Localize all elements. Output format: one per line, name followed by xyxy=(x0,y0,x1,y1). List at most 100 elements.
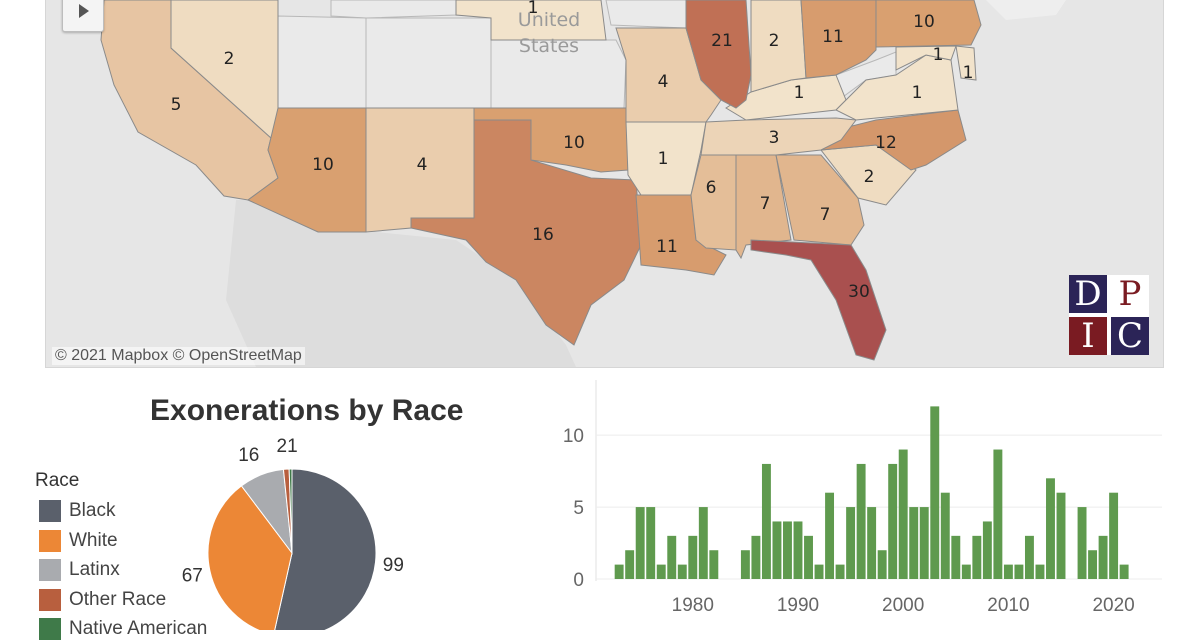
histogram-bar[interactable] xyxy=(1046,478,1055,579)
histogram-bar[interactable] xyxy=(814,564,824,579)
histogram-bar[interactable] xyxy=(972,535,982,579)
state-empty[interactable] xyxy=(330,0,457,19)
state-value-label: 1 xyxy=(933,45,944,65)
state-maryland[interactable] xyxy=(895,45,957,71)
legend-title: Race xyxy=(35,470,80,491)
state-mississippi[interactable] xyxy=(690,154,737,251)
state-washington[interactable] xyxy=(455,0,607,41)
histogram-bar[interactable] xyxy=(1035,564,1045,579)
histogram-bar[interactable] xyxy=(761,463,771,579)
pie-slice-white[interactable] xyxy=(207,485,293,630)
state-pennsylvania[interactable] xyxy=(875,0,982,48)
pie-data-label: 21 xyxy=(277,436,298,457)
histogram-bar[interactable] xyxy=(877,550,887,579)
x-tick-label: 1990 xyxy=(777,595,819,616)
histogram-bar[interactable] xyxy=(783,521,792,579)
histogram-bar[interactable] xyxy=(898,449,908,579)
state-north-carolina[interactable] xyxy=(819,109,967,171)
histogram-bar[interactable] xyxy=(1098,535,1108,579)
pie-slice-native-american[interactable] xyxy=(288,468,293,554)
histogram-bar[interactable] xyxy=(709,550,719,579)
histogram-bar[interactable] xyxy=(1119,564,1129,579)
legend-item[interactable]: Other Race xyxy=(39,588,166,612)
state-value-label: 12 xyxy=(875,133,897,153)
histogram-bar[interactable] xyxy=(888,463,898,579)
histogram-bar[interactable] xyxy=(1056,492,1066,579)
histogram-bar[interactable] xyxy=(846,507,856,579)
state-ohio[interactable] xyxy=(800,0,877,79)
histogram-bar[interactable] xyxy=(930,406,940,579)
histogram-bar[interactable] xyxy=(1024,535,1034,579)
histogram-bar[interactable] xyxy=(1003,564,1013,579)
state-value-label: 7 xyxy=(820,205,831,225)
state-empty[interactable] xyxy=(277,15,367,109)
histogram-bar[interactable] xyxy=(940,492,950,579)
state-value-label: 7 xyxy=(760,194,771,214)
logo-letter: C xyxy=(1111,316,1149,356)
histogram-bar[interactable] xyxy=(740,550,750,579)
histogram-bar[interactable] xyxy=(635,507,645,579)
histogram-bar[interactable] xyxy=(677,564,687,579)
state-tennessee[interactable] xyxy=(700,117,857,156)
histogram-bar[interactable] xyxy=(688,535,698,579)
histogram-bar[interactable] xyxy=(772,521,782,579)
histogram-bar[interactable] xyxy=(909,507,919,579)
play-button[interactable] xyxy=(62,0,104,32)
state-georgia[interactable] xyxy=(775,154,865,246)
histogram-bar[interactable] xyxy=(793,521,803,579)
state-florida[interactable] xyxy=(750,239,887,361)
histogram-bar[interactable] xyxy=(804,535,813,579)
legend-swatch xyxy=(39,559,61,581)
dpic-logo: D P I C xyxy=(1069,274,1149,356)
histogram-bar[interactable] xyxy=(867,507,877,579)
legend-label: Black xyxy=(69,500,116,521)
state-value-label: 1 xyxy=(963,63,974,83)
pie-slice-black[interactable] xyxy=(274,468,377,630)
pie-data-label: 16 xyxy=(238,445,259,466)
histogram-bar[interactable] xyxy=(625,550,635,579)
y-tick-label: 0 xyxy=(573,570,584,591)
state-indiana[interactable] xyxy=(750,0,807,93)
state-illinois[interactable] xyxy=(685,0,752,109)
histogram-bar[interactable] xyxy=(961,564,971,579)
state-value-label: 6 xyxy=(706,178,717,198)
legend-item[interactable]: Latinx xyxy=(39,558,120,582)
state-value-label: 4 xyxy=(417,155,428,175)
state-value-label: 5 xyxy=(171,95,182,115)
legend-swatch xyxy=(39,618,61,640)
histogram-bar[interactable] xyxy=(698,507,708,579)
histogram-bar[interactable] xyxy=(835,564,845,579)
histogram-bar[interactable] xyxy=(667,535,677,579)
histogram-bar[interactable] xyxy=(1014,564,1024,579)
legend-item[interactable]: Black xyxy=(39,499,115,523)
histogram-bar[interactable] xyxy=(1088,550,1098,579)
state-empty[interactable] xyxy=(605,0,687,29)
race-pie-chart[interactable]: 99 67 16 21 xyxy=(150,430,430,630)
histogram-bar[interactable] xyxy=(751,535,761,579)
logo-letter: P xyxy=(1111,274,1149,314)
state-value-label: 1 xyxy=(912,83,923,103)
histogram-bar[interactable] xyxy=(825,492,835,579)
y-tick-label: 5 xyxy=(573,498,584,519)
histogram-bar[interactable] xyxy=(856,463,866,579)
state-delaware[interactable] xyxy=(955,45,977,81)
exonerations-by-year-histogram[interactable]: 0 5 10 1980 1990 2000 2010 2020 xyxy=(540,380,1180,630)
histogram-bar[interactable] xyxy=(982,521,992,579)
histogram-bar[interactable] xyxy=(614,564,624,579)
state-map[interactable]: United States 1 5 2 10 4 16 10 4 1 11 6 7 7 30 2 12 3 1 1 2… xyxy=(45,0,1164,368)
histogram-bar[interactable] xyxy=(1109,492,1119,579)
x-tick-label: 2010 xyxy=(987,595,1029,616)
histogram-bar[interactable] xyxy=(919,507,929,579)
histogram-bar[interactable] xyxy=(646,507,656,579)
state-texas[interactable] xyxy=(410,119,642,346)
state-empty[interactable] xyxy=(365,17,492,109)
histogram-bar[interactable] xyxy=(656,564,666,579)
histogram-bar[interactable] xyxy=(1077,507,1087,579)
map-attribution: © 2021 Mapbox © OpenStreetMap xyxy=(52,347,305,365)
histogram-bar[interactable] xyxy=(951,535,961,579)
histogram-bar[interactable] xyxy=(993,449,1003,579)
state-value-label: 1 xyxy=(658,149,669,169)
state-value-label: 11 xyxy=(656,237,678,257)
legend-item[interactable]: White xyxy=(39,529,118,553)
